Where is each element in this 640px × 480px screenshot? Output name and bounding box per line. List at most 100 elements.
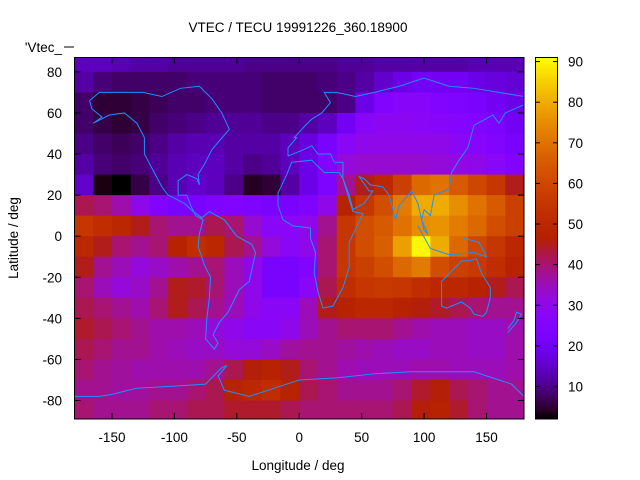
heatmap-cell <box>243 112 263 134</box>
y-axis-label: Latitude / deg <box>6 197 21 279</box>
heatmap-cell <box>336 236 356 258</box>
heatmap-cell <box>74 338 94 360</box>
y-tick-label: -40 <box>42 311 62 326</box>
heatmap-cell <box>280 92 300 114</box>
colorbar <box>535 57 558 420</box>
heatmap-cell <box>505 195 524 217</box>
heatmap-cell <box>299 297 319 319</box>
heatmap-cell <box>317 236 338 258</box>
heatmap-cell <box>430 297 450 319</box>
heatmap-cell <box>130 318 150 340</box>
colorbar-tick-label: 40 <box>568 258 583 273</box>
heatmap-cell <box>355 133 375 155</box>
heatmap-cell <box>93 338 113 360</box>
colorbar-tick-label: 20 <box>568 339 583 354</box>
heatmap-cell <box>430 92 450 114</box>
heatmap-cell <box>243 400 263 419</box>
heatmap-cell <box>505 215 524 237</box>
heatmap-cell <box>336 297 356 319</box>
heatmap-cell <box>299 154 319 176</box>
heatmap-cell <box>374 71 394 93</box>
heatmap-cell <box>374 92 394 114</box>
heatmap-cell <box>355 318 375 340</box>
heatmap-cell <box>168 92 188 114</box>
heatmap-cell <box>261 400 282 419</box>
heatmap-cell <box>467 236 488 258</box>
heatmap-cell <box>149 359 169 381</box>
heatmap-cell <box>224 236 244 258</box>
x-axis-label: Longitude / deg <box>251 458 344 473</box>
heatmap-cell <box>467 256 488 278</box>
heatmap-cell <box>336 71 356 93</box>
heatmap-cell <box>430 256 450 278</box>
coastline <box>441 258 491 317</box>
heatmap-cell <box>149 133 169 155</box>
heatmap-cell <box>449 215 469 237</box>
heatmap-cell <box>205 71 225 93</box>
heatmap-cell <box>299 112 319 134</box>
heatmap-cell <box>411 400 431 419</box>
x-tick-label: -100 <box>161 430 188 445</box>
heatmap-cell <box>149 112 169 134</box>
heatmap-cell <box>261 57 282 73</box>
heatmap-cell <box>374 256 394 278</box>
heatmap-cell <box>374 277 394 299</box>
heatmap-cell <box>336 318 356 340</box>
heatmap-cell <box>355 379 375 402</box>
heatmap-cell <box>467 133 488 155</box>
heatmap-cell <box>280 338 300 360</box>
heatmap-cell <box>392 195 413 217</box>
heatmap-cell <box>224 359 244 381</box>
heatmap-cell <box>467 92 488 114</box>
heatmap-cell <box>486 154 506 176</box>
heatmap-cell <box>186 277 207 299</box>
heatmap-cell <box>317 256 338 278</box>
y-tick-label: 0 <box>54 229 62 244</box>
coastline <box>507 311 523 334</box>
heatmap-cell <box>205 195 225 217</box>
heatmap-cell <box>336 92 356 114</box>
heatmap-cell <box>149 256 169 278</box>
heatmap-cell <box>449 236 469 258</box>
heatmap-cell <box>205 215 225 237</box>
heatmap-cell <box>243 195 263 217</box>
heatmap-cell <box>374 400 394 419</box>
heatmap-cell <box>392 71 413 93</box>
heatmap-cell <box>355 338 375 360</box>
heatmap-cell <box>317 318 338 340</box>
heatmap-cell <box>355 154 375 176</box>
heatmap-cell <box>317 379 338 402</box>
heatmap-cell <box>168 236 188 258</box>
heatmap-cell <box>505 256 524 278</box>
heatmap-cell <box>467 318 488 340</box>
heatmap-cell <box>374 154 394 176</box>
heatmap-cell <box>449 133 469 155</box>
heatmap-cell <box>93 297 113 319</box>
heatmap-cell <box>261 277 282 299</box>
heatmap-cell <box>130 359 150 381</box>
y-tick-label: -20 <box>42 270 62 285</box>
heatmap-cell <box>149 338 169 360</box>
heatmap-cell <box>336 277 356 299</box>
heatmap-cell <box>280 174 300 196</box>
heatmap-cell <box>149 318 169 340</box>
heatmap-cell <box>449 174 469 196</box>
heatmap-cell <box>111 379 132 402</box>
heatmap-cell <box>205 379 225 402</box>
heatmap-cell <box>280 379 300 402</box>
heatmap-cell <box>205 112 225 134</box>
key-label: 'Vtec_ <box>25 40 63 55</box>
heatmap-cell <box>261 154 282 176</box>
heatmap-cell <box>411 154 431 176</box>
heatmap-cell <box>74 379 94 402</box>
heatmap-cell <box>168 256 188 278</box>
heatmap-cell <box>467 359 488 381</box>
coastline <box>417 225 488 258</box>
heatmap-cell <box>392 359 413 381</box>
heatmap-cell <box>486 236 506 258</box>
heatmap-cell <box>186 215 207 237</box>
heatmap-cell <box>149 236 169 258</box>
heatmap-cell <box>224 133 244 155</box>
heatmap-cell <box>261 92 282 114</box>
heatmap-cell <box>261 133 282 155</box>
